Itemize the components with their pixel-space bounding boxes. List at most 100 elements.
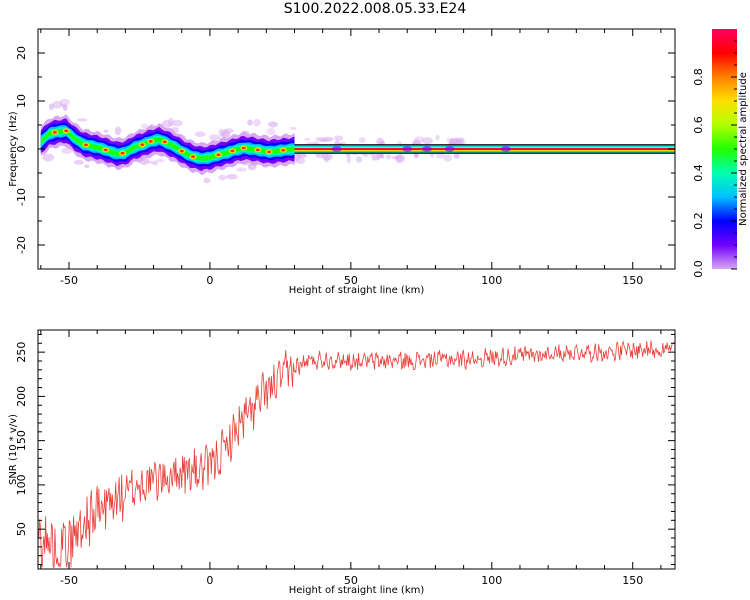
snr-x-tick-label: 50: [344, 574, 358, 587]
colorbar: 0.0 0.2 0.4 0.6 0.8 Normalized spectral ampli…: [692, 29, 749, 278]
heatmap-hotspot-core: [267, 150, 272, 154]
figure-title: S100.2022.008.05.33.E24: [283, 1, 467, 17]
snr-x-tick-label: 100: [481, 574, 502, 587]
heatmap-low-amplitude-blob: [266, 128, 276, 136]
heatmap-low-amplitude-blob: [435, 152, 445, 159]
heatmap-low-amplitude-blob: [459, 140, 466, 145]
heatmap-hotspot-core: [64, 129, 69, 133]
heatmap-x-tick-label: -50: [60, 274, 78, 287]
heatmap-low-amplitude-blob: [236, 167, 247, 172]
snr-x-tick-label: 150: [622, 574, 643, 587]
colorbar-tick-label: 0.6: [692, 116, 705, 134]
heatmap-low-amplitude-blob: [154, 159, 165, 163]
snr-frame: [37, 329, 676, 570]
heatmap-low-amplitude-blob: [52, 100, 63, 109]
heatmap-low-amplitude-blob: [322, 136, 334, 142]
steady-band-patch: [331, 146, 342, 152]
heatmap-x-axis-label: Height of straight line (km): [289, 285, 425, 296]
heatmap-panel: -50 0 50 100 150 -20 -10 0 10 20 Height of straigh…: [8, 28, 676, 296]
heatmap-low-amplitude-blob: [146, 160, 157, 164]
colorbar-tick-label: 0.0: [692, 260, 705, 278]
heatmap-low-amplitude-blob: [422, 137, 434, 145]
heatmap-hotspot-core: [216, 153, 221, 157]
steady-band-patch: [444, 146, 455, 152]
heatmap-hotspot-core: [162, 140, 167, 144]
heatmap-low-amplitude-blob: [385, 154, 392, 160]
heatmap-low-amplitude-blob: [218, 128, 224, 137]
heatmap-low-amplitude-blob: [304, 137, 310, 141]
heatmap-x-tick-label: 150: [622, 274, 643, 287]
heatmap-low-amplitude-blob: [48, 103, 54, 111]
heatmap-low-amplitude-blob: [171, 119, 183, 127]
snr-y-tick-label: 50: [15, 522, 28, 536]
heatmap-low-amplitude-blob: [168, 117, 174, 127]
heatmap-hotspot-core: [148, 140, 153, 143]
heatmap-low-amplitude-blob: [358, 137, 366, 144]
colorbar-tick-label: 0.4: [692, 164, 705, 182]
heatmap-low-amplitude-blob: [226, 173, 238, 180]
colorbar-tick-label: 0.2: [692, 212, 705, 230]
heatmap-low-amplitude-blob: [443, 154, 453, 162]
heatmap-hotspot-core: [255, 148, 260, 152]
heatmap-low-amplitude-blob: [454, 137, 465, 142]
heatmap-hotspot-core: [179, 149, 184, 153]
heatmap-low-amplitude-blob: [379, 154, 385, 159]
heatmap-hotspot-core: [83, 143, 88, 147]
heatmap-low-amplitude-blob: [103, 129, 109, 133]
snr-x-axis-label: Height of straight line (km): [289, 585, 425, 596]
heatmap-hotspot-core: [281, 148, 286, 152]
heatmap-low-amplitude-blob: [253, 118, 261, 127]
heatmap-low-amplitude-blob: [161, 119, 172, 129]
heatmap-low-amplitude-blob: [152, 161, 159, 166]
snr-y-tick-label: 100: [15, 474, 28, 495]
heatmap-low-amplitude-blob: [435, 134, 440, 141]
heatmap-y-tick-label: 10: [15, 94, 28, 108]
heatmap-y-axis-label: Frequency (Hz): [8, 111, 19, 187]
snr-panel: -50 0 50 100 150 50 100 150 200 250 Height of stra…: [8, 329, 676, 596]
steady-band-patch: [500, 146, 511, 152]
heatmap-low-amplitude-blob: [355, 156, 363, 163]
heatmap-hotspot-core: [230, 149, 235, 153]
heatmap-low-amplitude-blob: [221, 130, 231, 139]
heatmap-hotspot-core: [191, 155, 196, 158]
heatmap-low-amplitude-blob: [60, 104, 67, 108]
heatmap-low-amplitude-blob: [453, 152, 460, 159]
heatmap-low-amplitude-blob: [73, 160, 85, 165]
heatmap-y-tick-label: -10: [15, 188, 28, 206]
heatmap-low-amplitude-blob: [140, 123, 149, 130]
heatmap-y-tick-label: 20: [15, 46, 28, 60]
heatmap-low-amplitude-blob: [289, 126, 297, 130]
heatmap-low-amplitude-blob: [218, 174, 227, 181]
heatmap-low-amplitude-blob: [446, 137, 454, 142]
steady-band-patch: [402, 146, 413, 152]
colorbar-gradient: [712, 29, 737, 269]
heatmap-low-amplitude-blob: [371, 155, 381, 161]
heatmap-x-tick-label: 100: [481, 274, 502, 287]
heatmap-y-tick-label: -20: [15, 236, 28, 254]
heatmap-hotspot-core: [120, 151, 125, 155]
heatmap-low-amplitude-blob: [59, 98, 70, 107]
heatmap-low-amplitude-blob: [208, 134, 221, 141]
snr-y-tick-label: 200: [15, 386, 28, 407]
heatmap-low-amplitude-blob: [220, 129, 226, 139]
heatmap-low-amplitude-blob: [268, 121, 278, 128]
heatmap-hotspot-core: [140, 143, 145, 146]
heatmap-x-tick-label: 0: [206, 274, 213, 287]
heatmap-low-amplitude-blob: [77, 118, 88, 122]
snr-x-tick-label: -50: [60, 574, 78, 587]
steady-band-patch: [421, 146, 432, 152]
heatmap-low-amplitude-blob: [84, 164, 90, 169]
colorbar-tick-label: 0.8: [692, 68, 705, 86]
heatmap-low-amplitude-blob: [203, 177, 211, 184]
heatmap-low-amplitude-blob: [61, 147, 73, 154]
colorbar-label: Normalized spectral amplitude: [738, 72, 749, 226]
steady-band-core: [294, 147, 675, 151]
snr-y-tick-label: 250: [15, 342, 28, 363]
heatmap-low-amplitude-blob: [42, 153, 55, 162]
heatmap-hotspot-core: [241, 146, 246, 150]
heatmap-low-amplitude-blob: [323, 153, 330, 163]
heatmap-low-amplitude-blob: [296, 153, 308, 159]
heatmap-hotspot-core: [103, 148, 108, 152]
heatmap-low-amplitude-blob: [321, 153, 333, 161]
heatmap-low-amplitude-blob: [334, 135, 344, 141]
